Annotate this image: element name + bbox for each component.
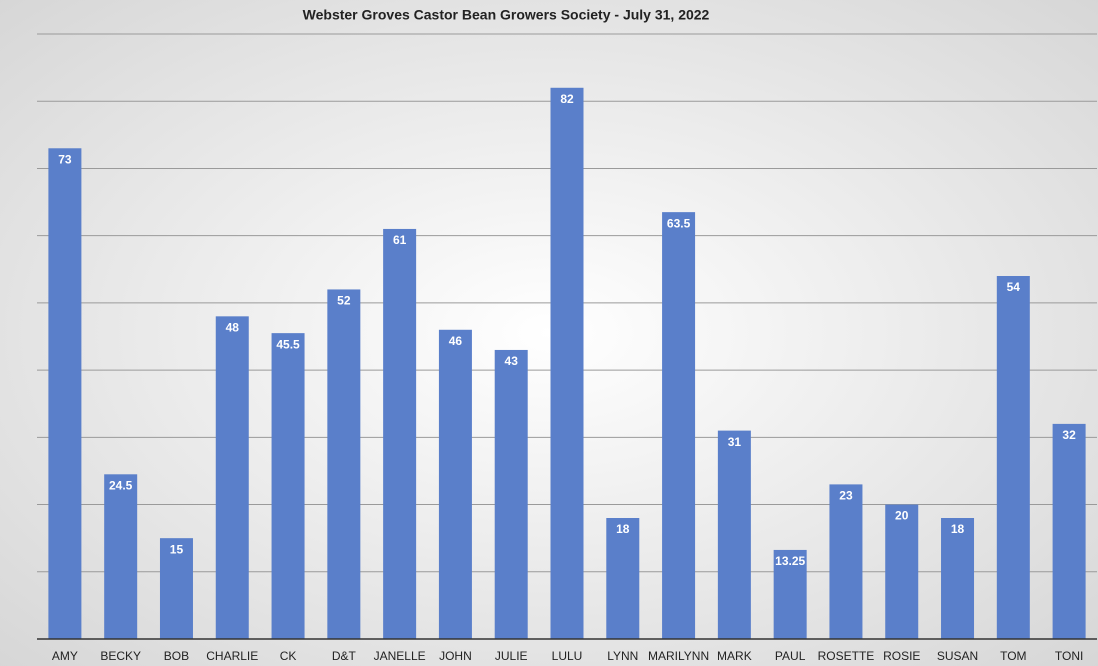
- x-tick-label: MARILYNN: [648, 649, 709, 663]
- x-tick-label: TOM: [1000, 649, 1026, 663]
- value-label: 32: [1062, 428, 1076, 442]
- x-tick-label: JULIE: [495, 649, 528, 663]
- value-label: 54: [1007, 280, 1021, 294]
- chart-title: Webster Groves Castor Bean Growers Socie…: [303, 7, 710, 23]
- x-tick-label: MARK: [717, 649, 752, 663]
- value-label: 13.25: [775, 554, 805, 568]
- bar: [48, 148, 82, 639]
- x-tick-label: SUSAN: [937, 649, 978, 663]
- bar: [550, 87, 584, 640]
- x-tick-label: JANELLE: [374, 649, 426, 663]
- value-label: 23: [839, 489, 853, 503]
- bar: [996, 276, 1030, 639]
- value-label: 63.5: [667, 216, 691, 230]
- value-label: 18: [951, 522, 965, 536]
- value-label: 46: [449, 334, 463, 348]
- value-label: 52: [337, 294, 351, 308]
- bar: [104, 474, 138, 639]
- value-label: 20: [895, 509, 909, 523]
- x-tick-label: BOB: [164, 649, 189, 663]
- value-label: 48: [226, 321, 240, 335]
- bar: [1052, 423, 1086, 639]
- value-label: 15: [170, 542, 184, 556]
- bar: [215, 316, 249, 639]
- x-tick-label: BECKY: [100, 649, 141, 663]
- x-tick-label: D&T: [332, 649, 357, 663]
- bar: [159, 538, 193, 639]
- x-tick-label: JOHN: [439, 649, 472, 663]
- x-tick-label: CK: [280, 649, 297, 663]
- bar: [606, 518, 640, 639]
- bar: [327, 289, 361, 639]
- value-label: 61: [393, 233, 407, 247]
- x-tick-label: LYNN: [607, 649, 638, 663]
- bar: [383, 228, 417, 639]
- x-tick-label: LULU: [552, 649, 583, 663]
- value-label: 82: [560, 92, 574, 106]
- x-tick-label: TONI: [1055, 649, 1083, 663]
- bar: [885, 504, 919, 639]
- x-tick-label: AMY: [52, 649, 78, 663]
- value-label: 73: [58, 152, 72, 166]
- bar: [438, 329, 472, 639]
- value-label: 43: [505, 354, 519, 368]
- x-tick-label: ROSETTE: [818, 649, 875, 663]
- bar: [494, 349, 528, 639]
- bar: [773, 549, 807, 639]
- bar: [941, 518, 975, 639]
- x-tick-label: CHARLIE: [206, 649, 258, 663]
- value-label: 18: [616, 522, 630, 536]
- x-tick-label: PAUL: [775, 649, 806, 663]
- bar: [662, 212, 696, 639]
- value-label: 45.5: [276, 337, 300, 351]
- bar: [271, 333, 305, 639]
- x-tick-label: ROSIE: [883, 649, 920, 663]
- value-label: 24.5: [109, 478, 133, 492]
- value-label: 31: [728, 435, 742, 449]
- bar: [829, 484, 863, 639]
- bar: [717, 430, 751, 639]
